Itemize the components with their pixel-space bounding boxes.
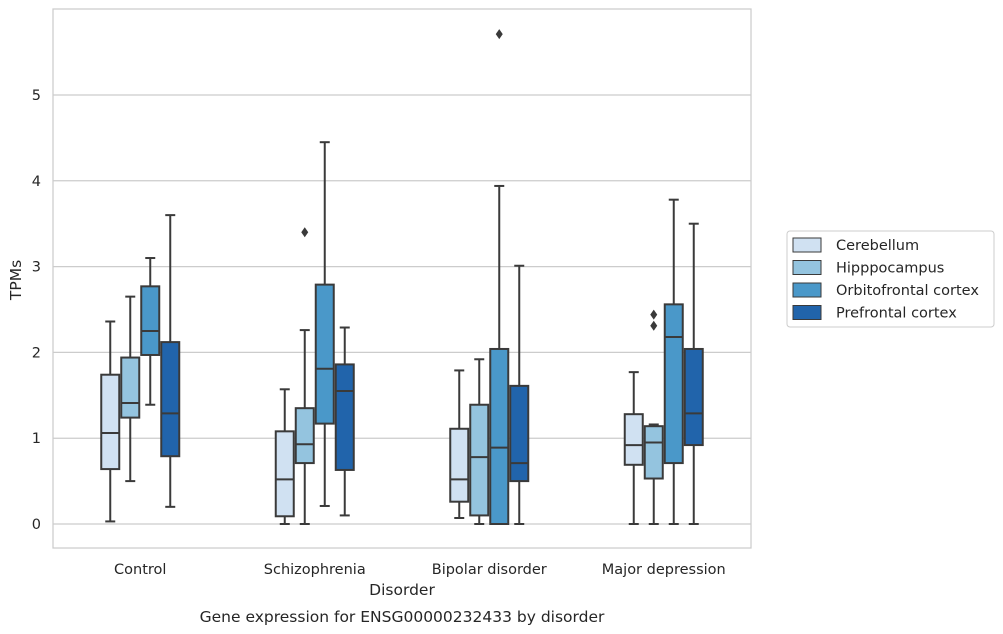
- box-rect: [314, 283, 335, 425]
- box-rect: [334, 363, 355, 471]
- box-1-0: [274, 388, 295, 525]
- x-axis-title: Disorder: [369, 581, 435, 599]
- box-2-2: [489, 29, 510, 525]
- legend-swatch: [792, 260, 822, 275]
- y-tick-labels: 0 1 2 3 4 5: [32, 88, 41, 533]
- x-tick-label: Major depression: [602, 562, 726, 578]
- outlier-point: [650, 309, 658, 320]
- box-3-2: [663, 198, 684, 525]
- box-1-2: [314, 141, 335, 507]
- plot-area-frame: [52, 8, 752, 549]
- y-tick-label: 5: [32, 88, 41, 104]
- box-series: [100, 29, 704, 525]
- legend-swatch: [792, 305, 822, 320]
- x-tick-label: Control: [114, 562, 166, 578]
- box-2-3: [509, 264, 530, 525]
- box-rect: [294, 407, 315, 465]
- box-rect: [120, 356, 141, 419]
- x-tick-labels: Control Schizophrenia Bipolar disorder Majo…: [114, 562, 726, 578]
- legend-swatch: [792, 282, 822, 298]
- y-tick-label: 0: [32, 517, 41, 533]
- chart-caption: Gene expression for ENSG00000232433 by d…: [200, 608, 605, 626]
- box-rect: [663, 303, 684, 465]
- y-tick-label: 3: [32, 260, 41, 276]
- x-tick-label: Schizophrenia: [264, 562, 366, 578]
- box-rect: [469, 403, 490, 517]
- outlier-point: [495, 29, 503, 40]
- box-3-1: [643, 309, 664, 525]
- legend-label: Hipppocampus: [836, 261, 944, 277]
- box-rect: [643, 425, 664, 480]
- outlier-point: [301, 227, 309, 238]
- box-2-1: [469, 358, 490, 525]
- box-2-0: [449, 369, 470, 519]
- box-rect: [160, 341, 181, 458]
- y-axis-title: TPMs: [7, 260, 25, 301]
- legend-label: Cerebellum: [836, 238, 919, 254]
- legend-frame: [786, 230, 995, 328]
- legend: Cerebellum Hipppocampus Orbitofrontal cort…: [786, 230, 995, 328]
- box-0-2: [140, 257, 161, 406]
- box-rect: [509, 384, 530, 483]
- legend-label: Prefrontal cortex: [836, 306, 957, 322]
- box-rect: [683, 347, 704, 447]
- box-rect: [140, 285, 161, 356]
- box-0-1: [120, 295, 141, 483]
- outlier-point: [650, 320, 658, 331]
- box-0-3: [160, 214, 181, 508]
- box-3-3: [683, 222, 704, 525]
- box-rect: [489, 347, 510, 525]
- box-1-3: [334, 326, 355, 517]
- y-tick-label: 2: [32, 345, 41, 361]
- box-rect: [100, 373, 121, 471]
- y-tick-label: 4: [32, 174, 41, 190]
- legend-label: Orbitofrontal cortex: [836, 283, 979, 299]
- box-rect: [274, 430, 295, 518]
- legend-swatch: [792, 237, 822, 253]
- box-rect: [623, 413, 644, 466]
- box-3-0: [623, 371, 644, 525]
- box-0-0: [100, 320, 121, 523]
- box-rect: [449, 427, 470, 503]
- x-tick-label: Bipolar disorder: [432, 562, 547, 578]
- box-1-1: [294, 227, 315, 525]
- y-tick-label: 1: [32, 431, 41, 447]
